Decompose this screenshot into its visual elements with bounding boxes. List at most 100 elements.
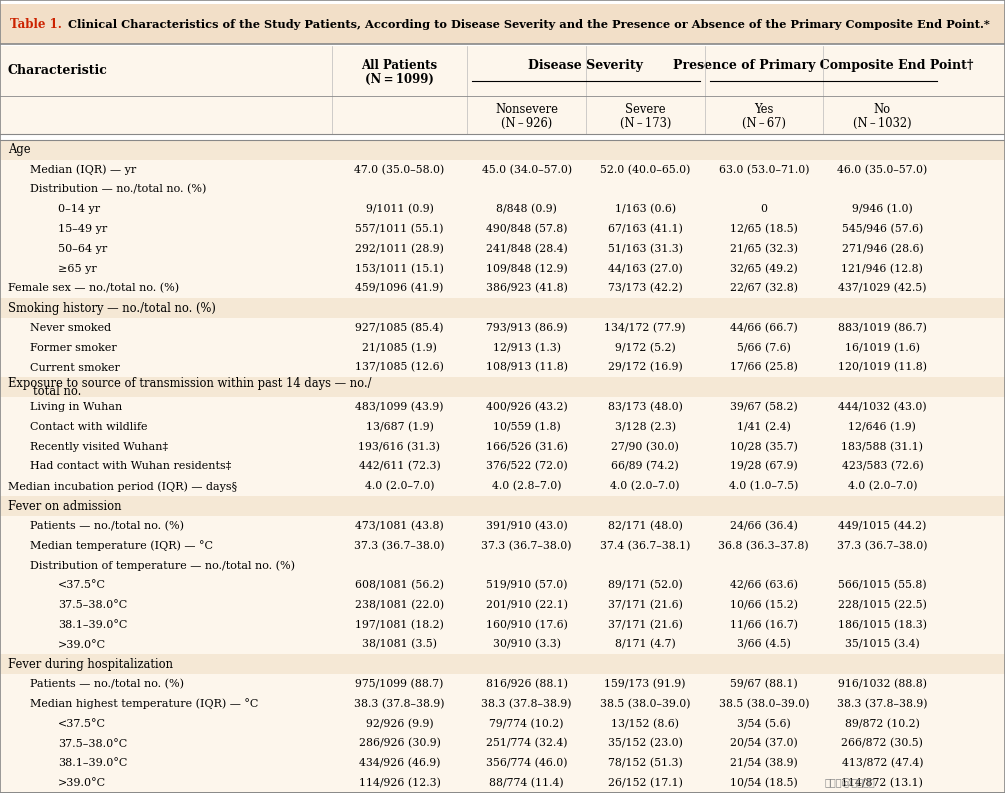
Text: 78/152 (51.3): 78/152 (51.3) [608, 758, 682, 768]
Text: Living in Wuhan: Living in Wuhan [30, 402, 123, 412]
Text: 376/522 (72.0): 376/522 (72.0) [485, 462, 568, 472]
Text: Recently visited Wuhan‡: Recently visited Wuhan‡ [30, 442, 168, 452]
Bar [0, 694, 1005, 714]
Text: 92/926 (9.9): 92/926 (9.9) [366, 718, 433, 729]
Text: Characteristic: Characteristic [8, 64, 108, 78]
Text: Median (IQR) — yr: Median (IQR) — yr [30, 164, 137, 175]
Text: 4.0 (2.8–7.0): 4.0 (2.8–7.0) [491, 481, 562, 492]
Text: 883/1019 (86.7): 883/1019 (86.7) [838, 323, 927, 333]
Text: >39.0°C: >39.0°C [58, 778, 107, 788]
Text: Patients — no./total no. (%): Patients — no./total no. (%) [30, 679, 184, 689]
Text: 266/872 (30.5): 266/872 (30.5) [841, 738, 924, 749]
Bar [0, 496, 1005, 516]
Text: Clinical Characteristics of the Study Patients, According to Disease Severity an: Clinical Characteristics of the Study Pa… [68, 18, 990, 29]
Text: 66/89 (74.2): 66/89 (74.2) [611, 462, 679, 472]
Text: 10/66 (15.2): 10/66 (15.2) [730, 600, 798, 610]
Bar [0, 259, 1005, 278]
Text: 88/774 (11.4): 88/774 (11.4) [489, 778, 564, 788]
Bar [0, 634, 1005, 654]
Text: 4.0 (1.0–7.5): 4.0 (1.0–7.5) [729, 481, 799, 492]
Bar [0, 457, 1005, 477]
Bar [0, 4, 1005, 44]
Text: 12/913 (1.3): 12/913 (1.3) [492, 343, 561, 353]
Text: 519/910 (57.0): 519/910 (57.0) [485, 580, 568, 590]
Text: (N – 67): (N – 67) [742, 117, 786, 130]
Text: 793/913 (86.9): 793/913 (86.9) [485, 323, 568, 333]
Text: 449/1015 (44.2): 449/1015 (44.2) [838, 521, 927, 531]
Text: 286/926 (30.9): 286/926 (30.9) [359, 738, 440, 749]
Text: 391/910 (43.0): 391/910 (43.0) [485, 521, 568, 531]
Text: 11/66 (16.7): 11/66 (16.7) [730, 619, 798, 630]
Text: 134/172 (77.9): 134/172 (77.9) [604, 323, 686, 333]
Text: 83/173 (48.0): 83/173 (48.0) [608, 402, 682, 412]
Text: 29/172 (16.9): 29/172 (16.9) [608, 362, 682, 373]
Text: 8/848 (0.9): 8/848 (0.9) [496, 204, 557, 214]
Text: 46.0 (35.0–57.0): 46.0 (35.0–57.0) [837, 164, 928, 174]
Bar [0, 734, 1005, 753]
Text: 35/152 (23.0): 35/152 (23.0) [608, 738, 682, 749]
Text: 37.4 (36.7–38.1): 37.4 (36.7–38.1) [600, 541, 690, 551]
Text: 927/1085 (85.4): 927/1085 (85.4) [355, 323, 444, 333]
Text: 37.3 (36.7–38.0): 37.3 (36.7–38.0) [837, 541, 928, 551]
Text: 197/1081 (18.2): 197/1081 (18.2) [355, 619, 444, 630]
Text: 4.0 (2.0–7.0): 4.0 (2.0–7.0) [847, 481, 918, 492]
Text: 38.5 (38.0–39.0): 38.5 (38.0–39.0) [719, 699, 809, 709]
Text: Distribution of temperature — no./total no. (%): Distribution of temperature — no./total … [30, 560, 295, 571]
Text: 483/1099 (43.9): 483/1099 (43.9) [355, 402, 444, 412]
Text: 39/67 (58.2): 39/67 (58.2) [730, 402, 798, 412]
Text: 193/616 (31.3): 193/616 (31.3) [359, 442, 440, 452]
Bar [0, 397, 1005, 417]
Bar [0, 199, 1005, 219]
Text: 137/1085 (12.6): 137/1085 (12.6) [355, 362, 444, 373]
Text: 975/1099 (88.7): 975/1099 (88.7) [356, 679, 443, 689]
Text: <37.5°C: <37.5°C [58, 580, 106, 590]
Text: 413/872 (47.4): 413/872 (47.4) [841, 758, 924, 768]
Text: 89/872 (10.2): 89/872 (10.2) [845, 718, 920, 729]
Text: 52.0 (40.0–65.0): 52.0 (40.0–65.0) [600, 164, 690, 174]
Text: 114/872 (13.1): 114/872 (13.1) [841, 778, 924, 788]
Text: 67/163 (41.1): 67/163 (41.1) [608, 224, 682, 234]
Text: 201/910 (22.1): 201/910 (22.1) [485, 600, 568, 610]
Text: 423/583 (72.6): 423/583 (72.6) [841, 462, 924, 472]
Bar [0, 576, 1005, 595]
Text: 183/588 (31.1): 183/588 (31.1) [841, 442, 924, 452]
Text: Age: Age [8, 144, 30, 156]
Bar [0, 377, 1005, 397]
Text: 10/28 (35.7): 10/28 (35.7) [730, 442, 798, 452]
Bar [0, 338, 1005, 358]
Text: 400/926 (43.2): 400/926 (43.2) [485, 402, 568, 412]
Text: 38.5 (38.0–39.0): 38.5 (38.0–39.0) [600, 699, 690, 709]
Text: 442/611 (72.3): 442/611 (72.3) [359, 462, 440, 472]
Text: Median highest temperature (IQR) — °C: Median highest temperature (IQR) — °C [30, 699, 258, 710]
Text: 37.5–38.0°C: 37.5–38.0°C [58, 738, 128, 749]
Text: 59/67 (88.1): 59/67 (88.1) [730, 679, 798, 689]
Text: 79/774 (10.2): 79/774 (10.2) [489, 718, 564, 729]
Bar [0, 318, 1005, 338]
Bar [0, 358, 1005, 377]
Text: 608/1081 (56.2): 608/1081 (56.2) [355, 580, 444, 590]
Text: 73/173 (42.2): 73/173 (42.2) [608, 283, 682, 293]
Text: 37/171 (21.6): 37/171 (21.6) [608, 619, 682, 630]
Bar [0, 219, 1005, 239]
Text: 0: 0 [761, 205, 767, 214]
Text: <37.5°C: <37.5°C [58, 718, 106, 729]
Text: 44/163 (27.0): 44/163 (27.0) [608, 263, 682, 274]
Text: 38.1–39.0°C: 38.1–39.0°C [58, 620, 128, 630]
Text: 160/910 (17.6): 160/910 (17.6) [485, 619, 568, 630]
Bar [0, 595, 1005, 615]
Text: 8/171 (4.7): 8/171 (4.7) [615, 639, 675, 649]
Text: 159/173 (91.9): 159/173 (91.9) [604, 679, 686, 689]
Text: 437/1029 (42.5): 437/1029 (42.5) [838, 283, 927, 293]
Bar [0, 179, 1005, 199]
Text: 186/1015 (18.3): 186/1015 (18.3) [838, 619, 927, 630]
Text: 38.3 (37.8–38.9): 38.3 (37.8–38.9) [354, 699, 445, 709]
Text: 36.8 (36.3–37.8): 36.8 (36.3–37.8) [719, 541, 809, 551]
Bar [0, 298, 1005, 318]
Bar [0, 773, 1005, 793]
Text: Nonsevere: Nonsevere [495, 103, 558, 116]
Text: 4.0 (2.0–7.0): 4.0 (2.0–7.0) [365, 481, 434, 492]
Text: 1/41 (2.4): 1/41 (2.4) [737, 422, 791, 432]
Bar [0, 753, 1005, 773]
Text: 459/1096 (41.9): 459/1096 (41.9) [356, 283, 443, 293]
Text: 搜狐号@医药边方: 搜狐号@医药边方 [825, 778, 875, 788]
